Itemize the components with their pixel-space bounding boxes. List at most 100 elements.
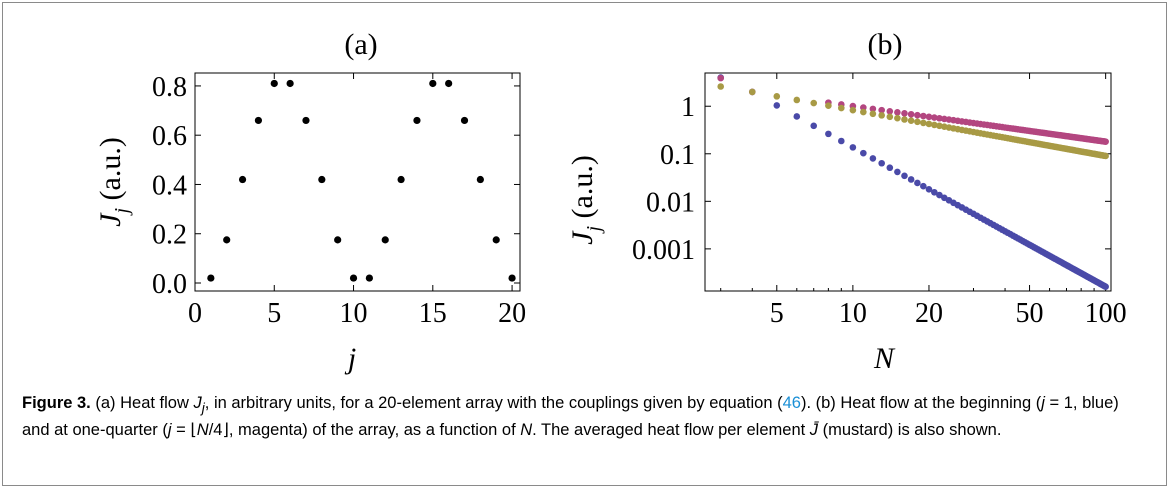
panel-b-xtick-label: 10 <box>839 298 867 329</box>
panel-a-ytick-label: 0.6 <box>152 121 187 152</box>
panel-a-point <box>286 79 294 88</box>
panel-a-xtick-label: 20 <box>498 298 526 329</box>
panel-b-point <box>925 186 933 193</box>
caption-part3: ). (b) Heat flow at the beginning ( <box>800 394 1042 412</box>
panel-a-title: (a) <box>344 28 377 61</box>
panel-b-point <box>1102 152 1109 160</box>
panel-b-point <box>931 188 938 196</box>
panel-b-point <box>717 83 725 90</box>
panel-b-point <box>920 182 927 190</box>
panel-b-xtick-label: 5 <box>770 298 784 329</box>
caption-label: Figure 3. <box>22 394 91 412</box>
panel-b-point <box>869 155 877 162</box>
caption-part2: , in arbitrary units, for a 20-element a… <box>204 394 783 412</box>
panel-b-point <box>936 122 943 130</box>
panel-a-xlabel: j <box>344 342 356 375</box>
panel-b-ytick-label: 0.01 <box>646 187 695 218</box>
panel-b-point <box>878 106 885 114</box>
panel-b-ytick-label: 0.1 <box>660 140 695 171</box>
panel-b-point <box>860 108 867 116</box>
panel-a-point <box>349 274 358 282</box>
panel-a-point <box>397 175 405 184</box>
panel-b-point <box>914 179 921 187</box>
panel-b-point <box>925 113 933 121</box>
panel-b-point <box>793 96 801 104</box>
panel-b: (b) 5 10 20 50 100 1 0.1 0.01 0.001 N Jj (a.u.) <box>566 28 1127 375</box>
panel-b-xtick-label: 50 <box>1016 298 1044 329</box>
panel-a-ytick-label: 0.2 <box>152 220 187 251</box>
panel-b-point <box>748 88 756 96</box>
panel-b-ylabel: Jj (a.u.) <box>566 155 605 245</box>
panel-b-point <box>793 113 801 120</box>
panel-a-ytick-label: 0.4 <box>152 170 187 201</box>
panel-a-point <box>492 236 500 244</box>
caption-jj: J <box>193 394 202 412</box>
caption-part1: (a) Heat flow <box>90 394 194 412</box>
panel-b-point <box>849 144 857 151</box>
panel-a-point <box>365 274 373 282</box>
panel-b-point <box>849 106 857 114</box>
panel-b-point <box>936 114 943 122</box>
panel-a-point <box>223 236 231 244</box>
panel-b-xlabel: N <box>873 342 896 375</box>
panel-b-ytick-label: 0.001 <box>632 235 695 266</box>
caption-jbar: J̄ <box>809 421 819 440</box>
panel-a-point <box>207 274 215 282</box>
panel-b-point <box>907 117 915 125</box>
panel-b-xtick-label: 20 <box>915 298 943 329</box>
panel-b-point <box>925 120 933 128</box>
caption-part4: = 1, blue) and at one-quarter ( <box>22 394 1119 440</box>
panel-a-point <box>270 79 278 88</box>
panel-b-point <box>773 102 781 109</box>
panel-a-point <box>508 274 516 282</box>
panel-b-point <box>810 99 818 107</box>
caption-part8: (mustard) is also shown. <box>818 421 1002 440</box>
panel-b-point <box>886 164 894 172</box>
panel-a-ticks: 0 5 10 15 20 0.0 0.2 0.4 0.6 0.8 <box>152 72 526 329</box>
panel-a-point <box>476 175 484 184</box>
panel-b-point <box>869 110 877 118</box>
panel-a-ytick-label: 0.8 <box>152 72 187 103</box>
panel-a-ylabel: Jj (a.u.) <box>94 137 133 227</box>
panel-b-point <box>936 191 943 199</box>
panel-b-point <box>894 109 901 116</box>
panel-b-point <box>914 118 921 126</box>
panel-a-point <box>302 116 310 125</box>
caption-part5: = ⌊ <box>171 421 197 440</box>
panel-a-xtick-label: 15 <box>419 298 447 329</box>
panel-a-point <box>445 79 453 88</box>
figure-caption: Figure 3. (a) Heat flow Jj, in arbitrary… <box>22 392 1147 441</box>
panel-b-point <box>869 105 877 113</box>
panel-b-point <box>886 107 894 115</box>
panel-a-xtick-label: 0 <box>188 298 202 329</box>
panel-b-point <box>1102 138 1109 145</box>
panel-a-point <box>429 79 437 88</box>
equation-ref-link[interactable]: 46 <box>782 394 801 412</box>
caption-part7: . The averaged heat flow per element <box>532 421 810 440</box>
panel-a-ytick-label: 0.0 <box>152 269 187 300</box>
panel-a-point <box>460 116 469 125</box>
panel-a-xtick-label: 10 <box>340 298 368 329</box>
panel-b-point <box>825 130 832 138</box>
panel-b-point <box>894 114 901 122</box>
panel-a-points <box>207 79 516 282</box>
panel-b-point <box>886 113 894 121</box>
panel-b-ytick-label: 1 <box>681 92 695 123</box>
panel-b-point <box>810 122 818 130</box>
panel-b-point <box>931 114 938 121</box>
caption-n1: N <box>196 421 209 440</box>
panel-b-point <box>773 93 781 100</box>
panel-a-point <box>334 236 342 244</box>
caption-jj-sub: j <box>201 400 205 416</box>
caption-j1: j <box>1041 394 1045 412</box>
panel-b-points <box>717 74 1109 291</box>
panel-b-point <box>860 149 867 157</box>
caption-part6: /4⌋, magenta) of the array, as a functio… <box>208 421 521 440</box>
panel-b-point <box>717 74 725 82</box>
panel-b-point <box>907 176 915 183</box>
panel-a-point <box>381 236 389 244</box>
panel-b-frame <box>704 72 1112 292</box>
panel-a-point <box>318 175 326 184</box>
caption-j2: j <box>167 421 172 440</box>
